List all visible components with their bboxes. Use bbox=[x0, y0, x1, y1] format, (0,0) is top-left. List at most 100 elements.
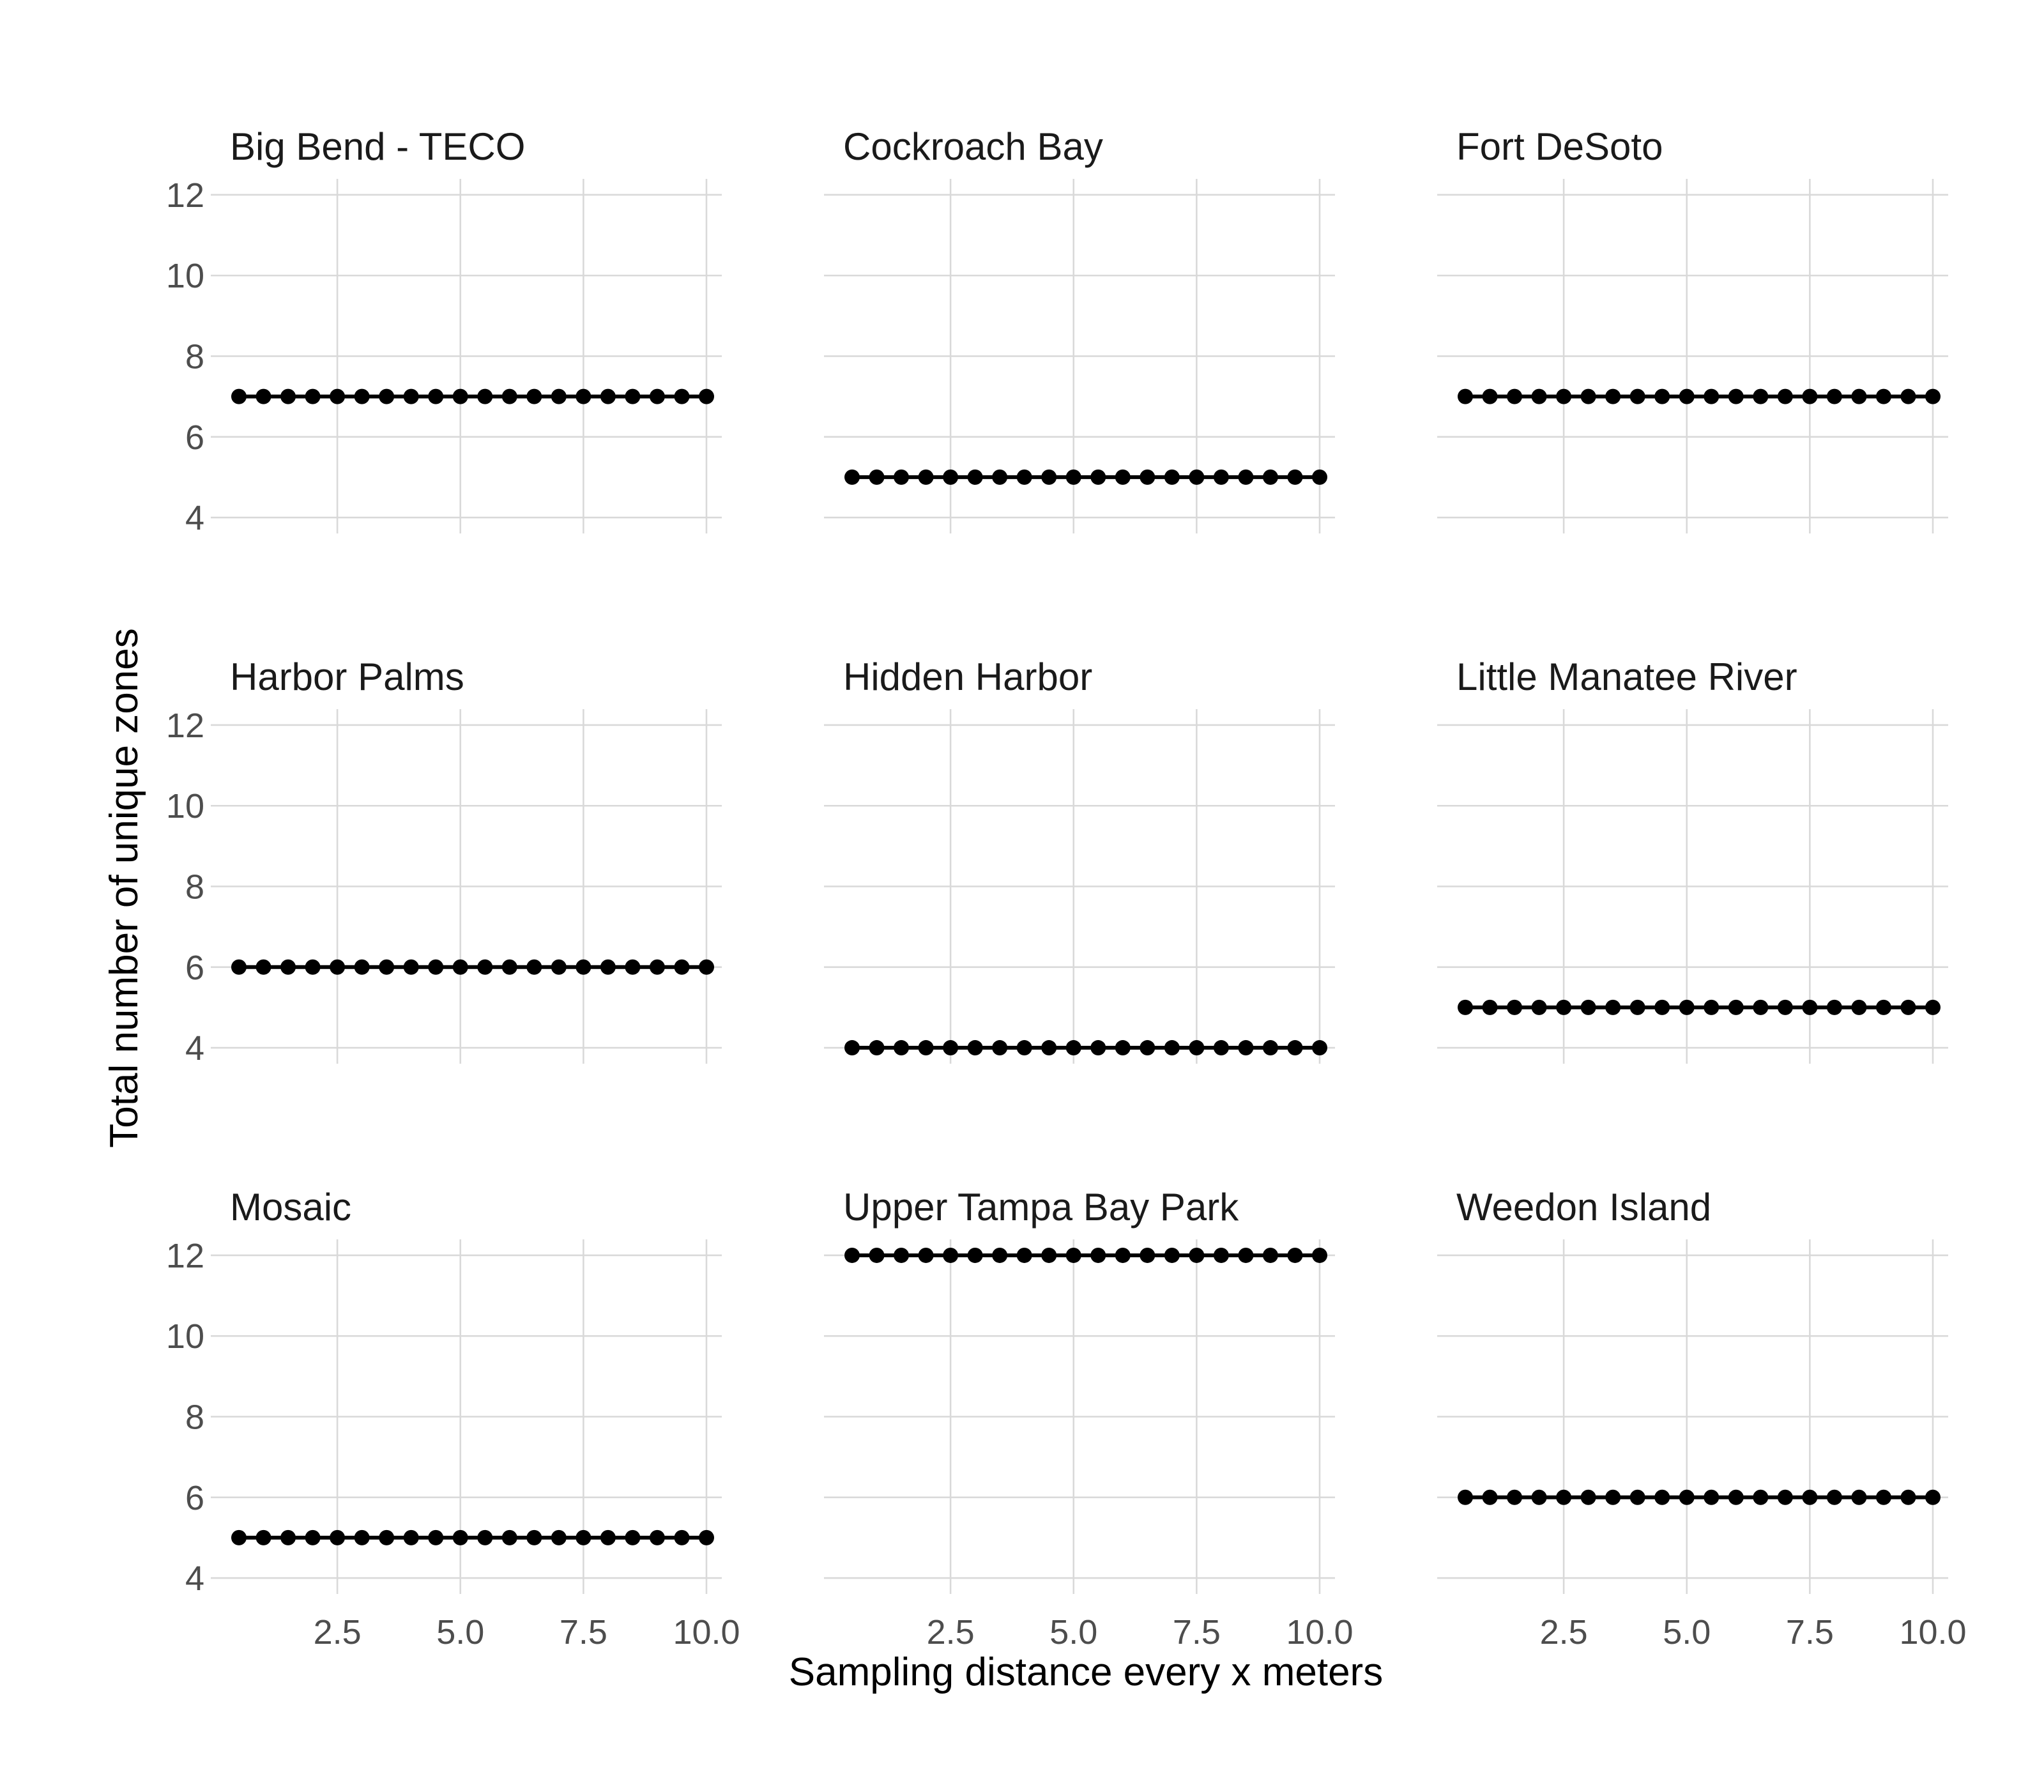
data-point bbox=[1238, 1040, 1254, 1056]
data-point bbox=[1900, 388, 1916, 404]
data-point bbox=[256, 1529, 271, 1545]
data-point bbox=[1312, 1040, 1327, 1056]
data-point bbox=[354, 959, 370, 975]
data-point bbox=[1238, 469, 1254, 485]
data-point bbox=[403, 959, 419, 975]
data-point bbox=[1287, 469, 1303, 485]
data-point bbox=[1851, 999, 1867, 1015]
facet-panel: Mosaic 4 6 8 10 12 2.5 5.0 7.5 10.0 bbox=[166, 1186, 740, 1651]
y-tick-label: 4 bbox=[185, 1029, 204, 1068]
data-point bbox=[992, 1040, 1008, 1056]
data-point bbox=[600, 1529, 616, 1545]
data-point bbox=[1041, 1247, 1057, 1263]
data-point bbox=[1753, 999, 1769, 1015]
data-point bbox=[699, 388, 714, 404]
data-point bbox=[1213, 1247, 1229, 1263]
data-point bbox=[625, 1529, 641, 1545]
data-point bbox=[1507, 1489, 1523, 1505]
data-point bbox=[649, 959, 665, 975]
y-tick-label: 12 bbox=[166, 707, 204, 745]
data-point bbox=[967, 469, 983, 485]
data-point bbox=[1629, 1489, 1645, 1505]
facet-panel: Hidden Harbor bbox=[824, 655, 1335, 1064]
data-point bbox=[1826, 388, 1842, 404]
data-point bbox=[869, 1247, 885, 1263]
data-point bbox=[600, 388, 616, 404]
data-point bbox=[1654, 1489, 1670, 1505]
data-point bbox=[1925, 388, 1941, 404]
data-point bbox=[1140, 1040, 1155, 1056]
data-point bbox=[1826, 1489, 1842, 1505]
data-point bbox=[1704, 1489, 1720, 1505]
data-point bbox=[256, 388, 271, 404]
y-tick-label: 6 bbox=[185, 949, 204, 987]
facet-panel: Cockroach Bay bbox=[824, 125, 1335, 533]
data-point bbox=[1482, 388, 1498, 404]
y-tick-label: 4 bbox=[185, 1559, 204, 1598]
data-point bbox=[551, 388, 567, 404]
data-point bbox=[1556, 1489, 1572, 1505]
data-point bbox=[1287, 1247, 1303, 1263]
y-tick-label: 8 bbox=[185, 868, 204, 907]
data-point bbox=[1580, 1489, 1596, 1505]
data-point bbox=[1090, 1040, 1106, 1056]
data-point bbox=[1115, 1040, 1131, 1056]
data-point bbox=[1728, 388, 1744, 404]
data-point bbox=[1262, 1040, 1278, 1056]
data-point bbox=[1287, 1040, 1303, 1056]
data-point bbox=[452, 388, 468, 404]
panel-title: Big Bend - TECO bbox=[230, 125, 525, 168]
data-point bbox=[231, 1529, 247, 1545]
facet-panel: Weedon Island 2.5 5.0 7.5 10.0 bbox=[1437, 1186, 1967, 1651]
data-point bbox=[1925, 1489, 1941, 1505]
data-point bbox=[1458, 999, 1473, 1015]
y-axis-title: Total number of unique zones bbox=[102, 628, 146, 1147]
data-point bbox=[1189, 1040, 1205, 1056]
data-point bbox=[1875, 999, 1891, 1015]
y-tick-label: 10 bbox=[166, 257, 204, 295]
data-point bbox=[477, 388, 493, 404]
data-point bbox=[1016, 1247, 1032, 1263]
data-point bbox=[894, 1247, 910, 1263]
data-point bbox=[256, 959, 271, 975]
data-point bbox=[967, 1040, 983, 1056]
panel-title: Hidden Harbor bbox=[843, 655, 1092, 698]
data-point bbox=[576, 388, 591, 404]
data-point bbox=[1312, 1247, 1327, 1263]
data-point bbox=[1213, 1040, 1229, 1056]
y-tick-label: 10 bbox=[166, 787, 204, 825]
data-point bbox=[918, 1040, 934, 1056]
data-point bbox=[305, 1529, 321, 1545]
data-point bbox=[1777, 388, 1793, 404]
data-point bbox=[1482, 1489, 1498, 1505]
data-point bbox=[674, 388, 690, 404]
y-tick-label: 10 bbox=[166, 1317, 204, 1356]
data-point bbox=[1140, 469, 1155, 485]
data-point bbox=[428, 388, 444, 404]
data-point bbox=[330, 959, 346, 975]
x-tick-label: 10.0 bbox=[673, 1613, 740, 1651]
x-tick-label: 10.0 bbox=[1286, 1613, 1353, 1651]
data-point bbox=[844, 1040, 860, 1056]
panel-title: Mosaic bbox=[230, 1186, 351, 1229]
data-point bbox=[1826, 999, 1842, 1015]
data-point bbox=[894, 1040, 910, 1056]
panel-title: Little Manatee River bbox=[1456, 655, 1797, 698]
data-point bbox=[1679, 1489, 1695, 1505]
data-point bbox=[354, 388, 370, 404]
data-point bbox=[699, 1529, 714, 1545]
data-point bbox=[1851, 1489, 1867, 1505]
data-point bbox=[992, 469, 1008, 485]
data-point bbox=[1531, 1489, 1547, 1505]
data-point bbox=[1605, 1489, 1621, 1505]
panel-title: Weedon Island bbox=[1456, 1186, 1711, 1229]
data-point bbox=[1507, 388, 1523, 404]
x-tick-label: 7.5 bbox=[560, 1613, 607, 1651]
data-point bbox=[551, 1529, 567, 1545]
data-point bbox=[1580, 999, 1596, 1015]
data-point bbox=[1900, 999, 1916, 1015]
facet-panel: Upper Tampa Bay Park 2.5 5.0 7.5 10.0 bbox=[824, 1186, 1354, 1651]
data-point bbox=[674, 959, 690, 975]
data-point bbox=[477, 959, 493, 975]
